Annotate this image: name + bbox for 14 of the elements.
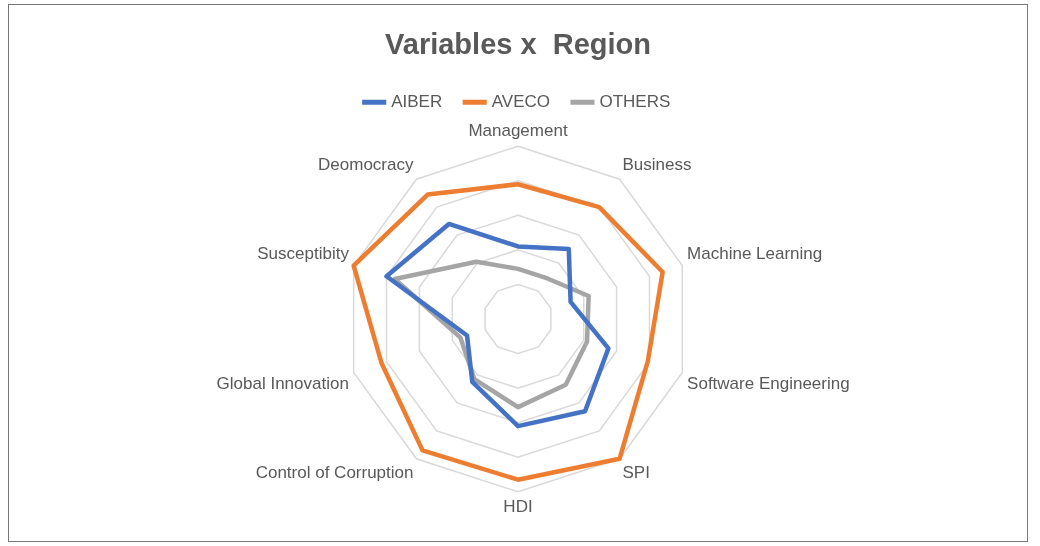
spoke-label: Machine Learning: [687, 243, 823, 263]
spoke-label: Management: [468, 120, 568, 140]
spoke-label: Susceptibity: [257, 243, 350, 263]
spoke-label: Global Innovation: [216, 373, 349, 393]
chart-title: Variables x Region: [385, 28, 651, 61]
legend-label: AVECO: [491, 91, 550, 111]
spoke-label: Software Engineering: [687, 373, 850, 393]
spoke-label: Deomocracy: [318, 154, 414, 174]
spoke-label: Control of Corruption: [255, 462, 414, 482]
spoke-label: Business: [622, 154, 692, 174]
spoke-label: HDI: [503, 496, 533, 516]
legend-label: OTHERS: [599, 91, 671, 111]
spoke-label: SPI: [622, 462, 650, 482]
legend-label: AIBER: [391, 91, 443, 111]
